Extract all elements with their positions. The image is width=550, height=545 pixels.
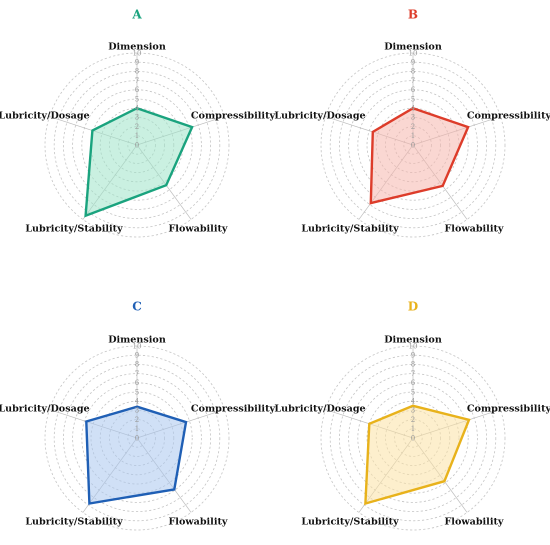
tick-label: 2 bbox=[135, 416, 139, 424]
tick-label: 6 bbox=[411, 379, 416, 387]
tick-label: 3 bbox=[135, 114, 139, 122]
grid-ring bbox=[53, 61, 221, 229]
tick-label: 5 bbox=[135, 95, 139, 103]
panel-title: B bbox=[408, 8, 418, 22]
tick-label: 2 bbox=[411, 123, 415, 131]
panel-title: C bbox=[132, 300, 142, 314]
tick-label: 8 bbox=[411, 68, 415, 76]
tick-label: 10 bbox=[133, 49, 142, 57]
tick-label: 6 bbox=[411, 86, 416, 94]
grid-ring bbox=[348, 373, 478, 503]
tick-label: 2 bbox=[411, 416, 415, 424]
tick-label: 8 bbox=[135, 68, 139, 76]
axis-label: Flowability bbox=[445, 517, 504, 528]
tick-label: 10 bbox=[409, 342, 418, 350]
axis-label: Lubricity/Dosage bbox=[274, 111, 365, 122]
axis-label: Flowability bbox=[169, 517, 228, 528]
tick-label: 4 bbox=[135, 398, 140, 406]
axis-label: Lubricity/Dosage bbox=[0, 404, 90, 415]
axis-label: Lubricity/Stability bbox=[25, 224, 123, 235]
tick-label: 1 bbox=[135, 132, 139, 140]
tick-label: 7 bbox=[411, 370, 415, 378]
tick-label: 7 bbox=[135, 77, 139, 85]
tick-label: 7 bbox=[411, 77, 415, 85]
tick-label: 5 bbox=[411, 95, 415, 103]
data-series-polygon bbox=[369, 106, 470, 205]
data-series-polygon bbox=[364, 404, 471, 506]
tick-label: 3 bbox=[411, 114, 415, 122]
tick-label: 9 bbox=[411, 59, 415, 67]
axis-label: Dimension bbox=[384, 335, 442, 346]
grid-ring bbox=[53, 354, 221, 522]
axis-label: Flowability bbox=[169, 224, 228, 235]
grid-ring bbox=[63, 363, 211, 512]
grid-ring bbox=[338, 71, 487, 219]
tick-label: 4 bbox=[135, 105, 140, 113]
tick-label: 4 bbox=[411, 105, 416, 113]
grid-ring bbox=[63, 71, 211, 219]
panel-title: D bbox=[408, 300, 418, 314]
tick-label: 9 bbox=[135, 59, 139, 67]
data-series-polygon bbox=[84, 106, 194, 218]
grid-ring bbox=[329, 354, 497, 522]
panel-title: A bbox=[131, 8, 142, 22]
axis-label: Dimension bbox=[108, 42, 166, 53]
tick-label: 6 bbox=[135, 86, 140, 94]
tick-label: 10 bbox=[409, 49, 418, 57]
tick-label: 10 bbox=[133, 342, 142, 350]
tick-label: 7 bbox=[135, 370, 139, 378]
tick-label: 9 bbox=[411, 352, 415, 360]
tick-label: 4 bbox=[411, 398, 416, 406]
grid-ring bbox=[338, 363, 487, 512]
axis-label: Compressibility bbox=[191, 404, 276, 415]
axis-label: Lubricity/Stability bbox=[25, 517, 123, 528]
tick-label: 1 bbox=[411, 425, 415, 433]
tick-label: 0 bbox=[135, 141, 139, 149]
grid-ring bbox=[72, 373, 202, 503]
tick-label: 1 bbox=[411, 132, 415, 140]
tick-label: 1 bbox=[135, 425, 139, 433]
axis-label: Lubricity/Dosage bbox=[274, 404, 365, 415]
axis-label: Lubricity/Dosage bbox=[0, 111, 90, 122]
tick-label: 8 bbox=[411, 361, 415, 369]
data-series-polygon bbox=[85, 405, 188, 505]
tick-label: 0 bbox=[411, 434, 415, 442]
tick-label: 2 bbox=[135, 123, 139, 131]
tick-label: 3 bbox=[411, 407, 415, 415]
axis-label: Flowability bbox=[445, 224, 504, 235]
grid-ring bbox=[348, 80, 478, 210]
tick-label: 3 bbox=[135, 407, 139, 415]
grid-ring bbox=[329, 61, 497, 229]
tick-label: 0 bbox=[135, 434, 139, 442]
axis-label: Dimension bbox=[108, 335, 166, 346]
tick-label: 0 bbox=[411, 141, 415, 149]
tick-label: 8 bbox=[135, 361, 139, 369]
axis-label: Lubricity/Stability bbox=[301, 517, 399, 528]
tick-label: 6 bbox=[135, 379, 140, 387]
axis-label: Dimension bbox=[384, 42, 442, 53]
tick-label: 5 bbox=[135, 388, 139, 396]
axis-label: Lubricity/Stability bbox=[301, 224, 399, 235]
tick-label: 5 bbox=[411, 388, 415, 396]
grid-ring bbox=[72, 80, 202, 210]
axis-label: Compressibility bbox=[191, 111, 276, 122]
tick-label: 9 bbox=[135, 352, 139, 360]
axis-label: Compressibility bbox=[467, 404, 550, 415]
axis-label: Compressibility bbox=[467, 111, 550, 122]
